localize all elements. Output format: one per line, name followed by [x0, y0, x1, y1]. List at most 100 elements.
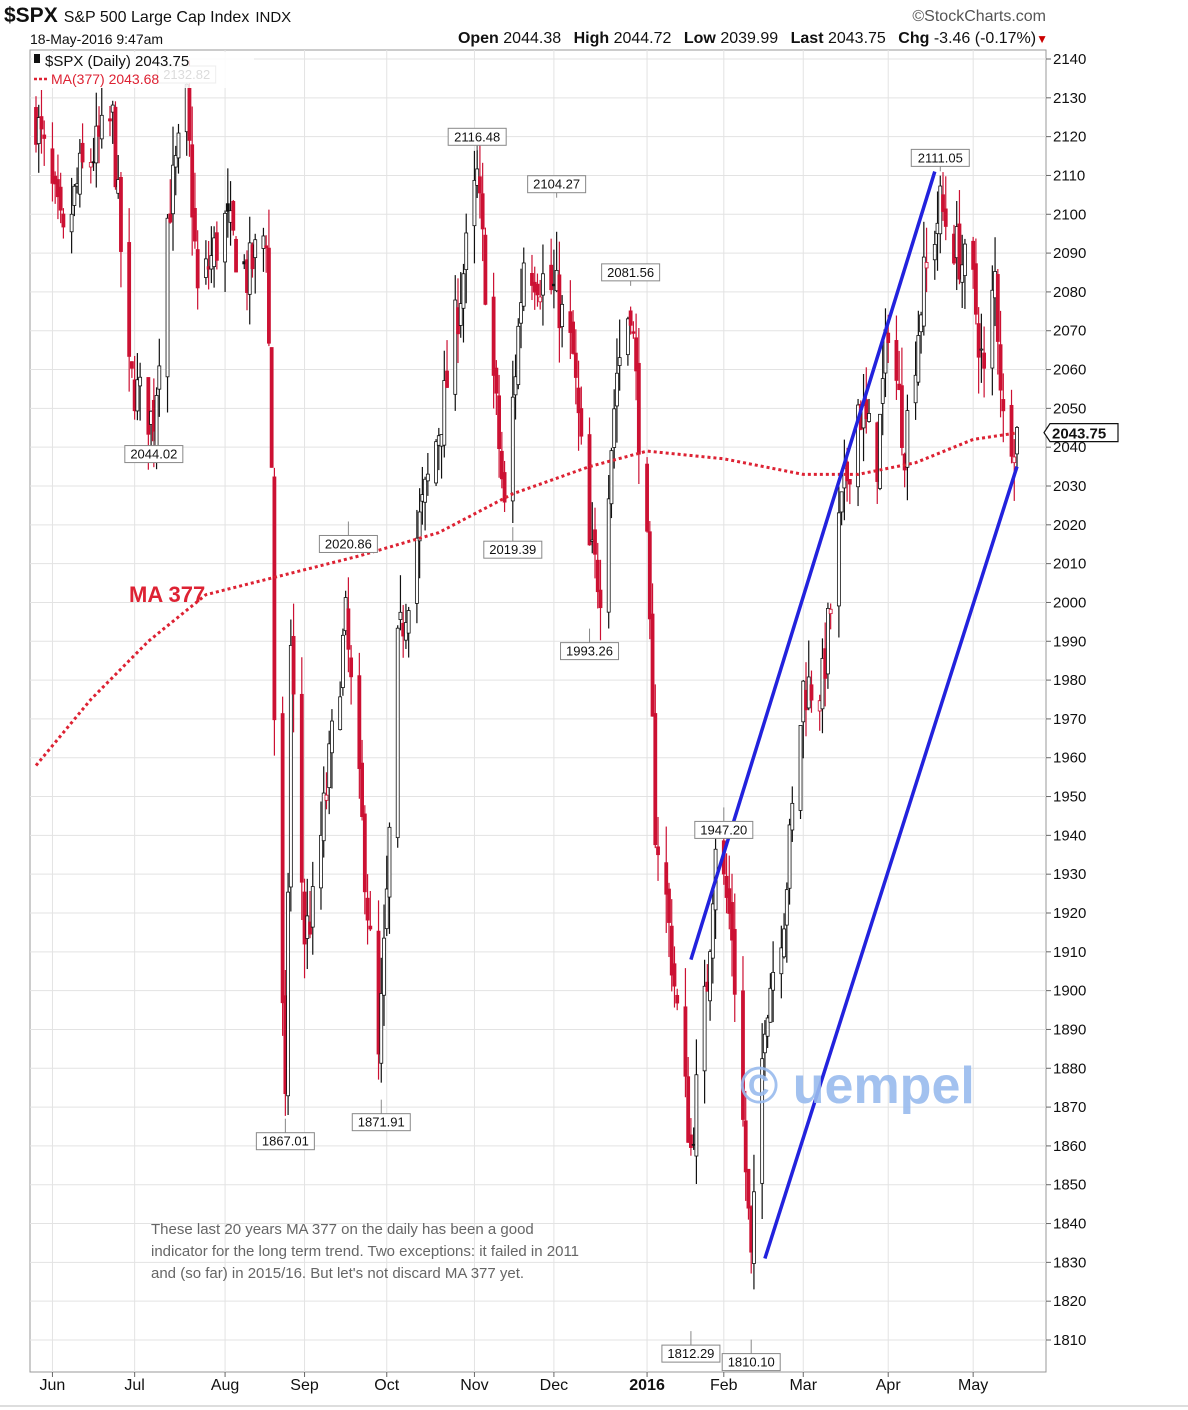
y-tick-label: 2080: [1053, 284, 1086, 301]
candle-body: [269, 347, 274, 468]
candle-body: [636, 362, 641, 455]
candle-body: [645, 463, 649, 532]
candle-body: [108, 118, 112, 122]
y-tick-label: 1880: [1053, 1060, 1086, 1077]
candle-body: [595, 559, 600, 593]
candle-body: [732, 928, 737, 995]
candle-body: [650, 613, 655, 717]
candle-body: [647, 531, 652, 620]
candle-body: [743, 1120, 748, 1173]
candle-body: [494, 367, 499, 394]
brand-credit: ©StockCharts.com: [912, 8, 1046, 25]
candle-body: [675, 994, 680, 1004]
candle-body: [606, 498, 611, 613]
candle-body: [976, 323, 981, 358]
candle-body: [779, 947, 784, 975]
candle-body: [519, 302, 523, 324]
candle-body: [231, 201, 236, 231]
candle-body: [445, 370, 449, 388]
candle-body: [847, 479, 852, 485]
y-tick-label: 1810: [1053, 1332, 1086, 1349]
y-tick-label: 1980: [1053, 672, 1086, 689]
candle-body: [724, 875, 729, 898]
candle-body: [39, 116, 44, 130]
candle-body: [828, 608, 833, 615]
candle-body: [760, 1058, 765, 1184]
annotation-label: 1867.01: [262, 1134, 309, 1149]
annotation-box: [447, 127, 507, 146]
candle-legend-icon: [34, 54, 40, 63]
y-tick-label: 2140: [1053, 51, 1086, 68]
y-tick-label: 1840: [1053, 1216, 1086, 1233]
candle-body: [135, 379, 140, 412]
candle-body: [80, 142, 85, 163]
y-tick-label: 2010: [1053, 556, 1086, 573]
candle-body: [878, 413, 882, 489]
candle-body: [741, 990, 745, 1120]
candle-body: [943, 208, 948, 227]
candle-body: [376, 930, 381, 1055]
high-value: 2044.72: [613, 30, 672, 47]
candle-body: [762, 1033, 767, 1054]
candle-body: [225, 203, 230, 212]
candle-body: [61, 213, 66, 228]
candle-body: [880, 378, 885, 404]
candle-body: [94, 125, 99, 164]
candle-body: [689, 1134, 693, 1148]
candle-body: [571, 321, 575, 354]
candle-body: [771, 971, 776, 991]
candle-body: [319, 834, 323, 889]
candle-body: [973, 263, 978, 315]
candle-body: [886, 332, 891, 343]
candle-body: [798, 725, 803, 811]
y-tick-label: 1910: [1053, 944, 1086, 961]
y-tick-label: 1940: [1053, 827, 1086, 844]
candle-body: [631, 331, 636, 334]
candle-body: [686, 1076, 691, 1143]
last-price-tag: [1043, 423, 1119, 443]
candle-body: [669, 925, 674, 976]
candle-body: [615, 372, 619, 407]
candle-body: [924, 262, 929, 269]
annotation-box: [483, 540, 543, 559]
candle-body: [365, 897, 370, 921]
candle-body: [138, 376, 143, 387]
annotation-label: 1993.26: [566, 644, 613, 659]
candle-body: [839, 491, 844, 513]
candle-body: [165, 217, 170, 378]
annotation-box: [255, 1132, 315, 1151]
candle-body: [234, 238, 238, 273]
y-tick-label: 2130: [1053, 90, 1086, 107]
candle-body: [521, 262, 526, 307]
plot-area: [29, 49, 1047, 1373]
y-tick-label: 1830: [1053, 1254, 1086, 1271]
candle-body: [50, 148, 55, 184]
x-tick-label: Dec: [540, 1377, 568, 1394]
candle-body: [787, 824, 792, 889]
candle-body: [58, 186, 63, 211]
open-label: Open: [457, 30, 499, 47]
annotation-box: [601, 263, 661, 282]
x-tick-label: Jun: [40, 1377, 66, 1394]
candle-body: [790, 802, 795, 831]
candle-body: [272, 476, 277, 721]
candle-body: [299, 693, 304, 883]
candle-body: [88, 162, 93, 168]
chart-datetime: 18-May-2016 9:47am: [30, 31, 164, 47]
candle-body: [538, 296, 543, 303]
candle-body: [157, 365, 162, 390]
candle-body: [384, 888, 389, 930]
chart-title: $SPX S&P 500 Large Cap Index INDX: [4, 4, 291, 28]
annotation-box: [721, 1353, 781, 1372]
low-value: 2039.99: [720, 30, 779, 47]
candle-body: [941, 194, 945, 212]
candle-body: [387, 826, 392, 898]
annotation-label: 1947.20: [700, 822, 747, 837]
candle-body: [609, 450, 614, 505]
annotation-label: 1810.10: [728, 1355, 775, 1370]
candle-body: [900, 385, 904, 448]
candle-body: [628, 310, 633, 326]
x-tick-label: May: [958, 1377, 988, 1394]
candle-body: [338, 696, 343, 731]
